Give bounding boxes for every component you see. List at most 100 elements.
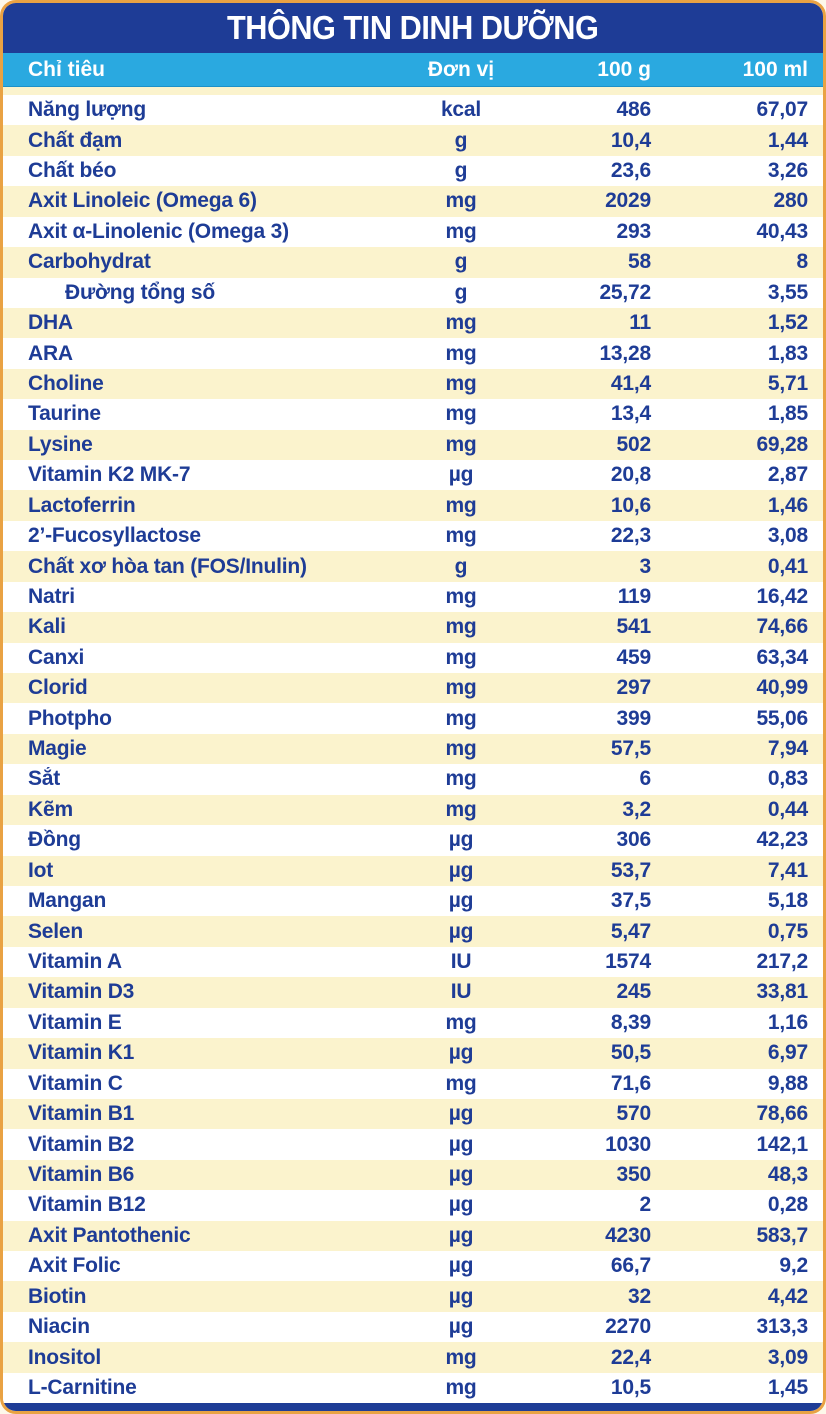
row-unit: mg [445, 524, 477, 548]
table-row: Vitamin A IU 1574 217,2 [3, 946, 823, 978]
row-value-100ml: 280 [773, 189, 809, 213]
row-unit: µg [448, 919, 474, 943]
row-label: Mangan [28, 889, 107, 913]
row-value-100ml: 74,66 [756, 615, 808, 639]
row-label: Vitamin B12 [28, 1193, 146, 1217]
row-label: Vitamin B6 [28, 1162, 135, 1186]
row-value-100ml: 3,09 [767, 1345, 808, 1369]
table-row: Choline mg 41,4 5,71 [3, 368, 823, 400]
row-value-100g: 4230 [605, 1223, 651, 1247]
table-row: Vitamin B6 µg 350 48,3 [3, 1159, 823, 1191]
table-row: Axit Folic µg 66,7 9,2 [3, 1251, 823, 1282]
table-row: Đồng µg 306 42,23 [3, 825, 823, 856]
row-label: DHA [28, 311, 73, 335]
row-value-100ml: 1,85 [767, 402, 808, 426]
table-row: Taurine mg 13,4 1,85 [3, 399, 823, 430]
row-unit: mg [445, 797, 477, 821]
row-label: Sắt [28, 767, 61, 791]
row-value-100ml: 1,46 [767, 493, 808, 517]
row-value-100g: 2 [639, 1193, 652, 1217]
row-value-100g: 3 [639, 554, 652, 578]
table-row: Vitamin C mg 71,6 9,88 [3, 1068, 823, 1099]
table-row: Carbohydrat g 58 8 [3, 247, 823, 278]
table-row: Niacin µg 2270 313,3 [3, 1311, 823, 1343]
table-row: Sắt mg 6 0,83 [3, 764, 823, 795]
row-value-100g: 58 [628, 250, 651, 274]
row-label: Vitamin E [28, 1010, 122, 1034]
row-label: Vitamin K1 [28, 1041, 135, 1065]
row-label: Chất xơ hòa tan (FOS/Inulin) [28, 554, 307, 578]
row-label: Carbohydrat [28, 250, 151, 274]
row-unit: g [454, 280, 468, 304]
table-row: Axit Linoleic (Omega 6) mg 2029 280 [3, 186, 823, 217]
row-unit: mg [445, 432, 477, 456]
row-value-100g: 541 [616, 615, 652, 639]
row-label: Vitamin A [28, 950, 122, 974]
row-unit: IU [450, 950, 472, 974]
row-unit: mg [445, 1345, 477, 1369]
row-value-100ml: 69,28 [756, 432, 808, 456]
row-value-100g: 119 [617, 584, 651, 608]
row-value-100ml: 3,26 [767, 159, 808, 183]
row-value-100ml: 5,18 [767, 889, 808, 913]
row-value-100g: 293 [616, 219, 652, 243]
row-value-100ml: 33,81 [756, 980, 808, 1004]
row-value-100g: 53,7 [610, 858, 651, 882]
table-row: Natri mg 119 16,42 [3, 581, 823, 613]
table-row: Vitamin B2 µg 1030 142,1 [3, 1129, 823, 1160]
row-unit: mg [445, 1071, 477, 1095]
row-unit: µg [448, 858, 474, 882]
row-value-100g: 3,2 [622, 797, 651, 821]
row-value-100g: 8,39 [610, 1010, 651, 1034]
table-row: Inositol mg 22,4 3,09 [3, 1342, 823, 1373]
row-label: Đường tổng số [65, 280, 216, 304]
row-value-100ml: 313,3 [756, 1315, 808, 1339]
row-value-100ml: 63,34 [756, 645, 808, 669]
row-value-100ml: 0,75 [767, 919, 808, 943]
table-row: Mangan µg 37,5 5,18 [3, 885, 823, 917]
table-row: Vitamin K1 µg 50,5 6,97 [3, 1038, 823, 1069]
table-row: Lysine mg 502 69,28 [3, 429, 823, 461]
column-header-100ml: 100 ml [742, 57, 808, 81]
row-unit: mg [445, 311, 477, 335]
row-value-100g: 22,4 [610, 1345, 651, 1369]
row-value-100ml: 48,3 [767, 1162, 808, 1186]
row-unit: mg [445, 1375, 477, 1399]
row-label: Axit Folic [28, 1254, 121, 1278]
table-row: Iot µg 53,7 7,41 [3, 855, 823, 886]
row-unit: mg [445, 1010, 477, 1034]
row-value-100g: 350 [616, 1162, 652, 1186]
row-value-100ml: 67,07 [756, 98, 808, 122]
row-label: Clorid [28, 676, 88, 700]
row-value-100ml: 0,28 [767, 1193, 808, 1217]
row-unit: µg [448, 889, 474, 913]
row-value-100ml: 4,42 [767, 1284, 808, 1308]
row-unit: µg [448, 1315, 474, 1339]
row-value-100ml: 0,44 [767, 797, 808, 821]
row-value-100g: 2270 [605, 1315, 651, 1339]
row-unit: g [454, 128, 468, 152]
row-label: Đồng [28, 828, 81, 852]
table-row: Kali mg 541 74,66 [3, 612, 823, 643]
row-value-100g: 25,72 [599, 280, 651, 304]
row-value-100g: 6 [639, 767, 652, 791]
row-value-100ml: 6,97 [767, 1041, 808, 1065]
row-value-100ml: 142,1 [756, 1132, 808, 1156]
row-unit: µg [448, 1193, 474, 1217]
row-value-100g: 32 [628, 1284, 651, 1308]
row-label: Photpho [28, 706, 112, 730]
row-unit: µg [448, 1254, 474, 1278]
row-unit: mg [445, 676, 477, 700]
row-value-100g: 10,5 [610, 1375, 651, 1399]
table-row: Biotin µg 32 4,42 [3, 1281, 823, 1312]
row-value-100g: 20,8 [610, 463, 651, 487]
row-value-100g: 22,3 [610, 524, 651, 548]
row-value-100ml: 40,99 [756, 676, 808, 700]
row-value-100g: 13,4 [610, 402, 651, 426]
row-value-100g: 13,28 [599, 341, 651, 365]
row-label: Vitamin B1 [28, 1102, 135, 1126]
row-label: Biotin [28, 1284, 87, 1308]
table-row: Chất đạm g 10,4 1,44 [3, 125, 823, 156]
table-row: Axit Pantothenic µg 4230 583,7 [3, 1220, 823, 1252]
